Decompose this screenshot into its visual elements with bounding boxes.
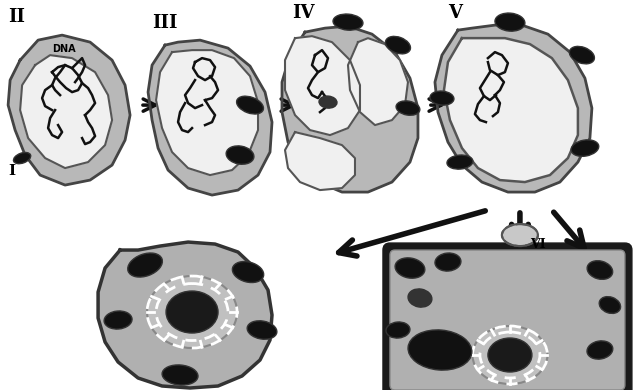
Polygon shape <box>285 132 355 190</box>
FancyBboxPatch shape <box>390 250 625 390</box>
Ellipse shape <box>127 253 162 277</box>
Ellipse shape <box>447 155 473 169</box>
Ellipse shape <box>162 365 198 385</box>
Ellipse shape <box>166 291 218 333</box>
Text: VI: VI <box>530 238 545 251</box>
Polygon shape <box>285 36 360 135</box>
Ellipse shape <box>587 341 613 359</box>
Text: IV: IV <box>292 4 314 22</box>
Ellipse shape <box>495 13 525 31</box>
Ellipse shape <box>147 276 237 348</box>
Ellipse shape <box>569 46 595 64</box>
Ellipse shape <box>472 326 547 384</box>
Polygon shape <box>348 38 408 125</box>
Polygon shape <box>148 40 272 195</box>
Ellipse shape <box>396 101 420 115</box>
Text: I: I <box>8 164 15 178</box>
Polygon shape <box>20 55 112 168</box>
Ellipse shape <box>488 338 532 372</box>
Ellipse shape <box>13 152 30 164</box>
Polygon shape <box>435 25 592 192</box>
Ellipse shape <box>435 253 461 271</box>
Ellipse shape <box>319 96 337 108</box>
Ellipse shape <box>247 321 277 339</box>
Ellipse shape <box>386 322 410 338</box>
Ellipse shape <box>430 91 454 105</box>
Ellipse shape <box>571 140 598 156</box>
Ellipse shape <box>587 261 612 279</box>
Ellipse shape <box>104 311 132 329</box>
Polygon shape <box>444 38 578 182</box>
Ellipse shape <box>226 146 254 164</box>
Ellipse shape <box>502 224 538 246</box>
Ellipse shape <box>333 14 363 30</box>
Text: DNA: DNA <box>52 44 75 54</box>
Ellipse shape <box>408 330 472 370</box>
FancyBboxPatch shape <box>383 243 632 390</box>
Ellipse shape <box>232 262 264 282</box>
Text: V: V <box>448 4 462 22</box>
Text: III: III <box>152 14 178 32</box>
Ellipse shape <box>236 96 264 114</box>
Polygon shape <box>8 35 130 185</box>
Polygon shape <box>282 26 418 192</box>
Text: II: II <box>8 8 25 26</box>
Ellipse shape <box>385 36 410 54</box>
Ellipse shape <box>395 258 425 278</box>
Polygon shape <box>98 242 272 388</box>
Ellipse shape <box>408 289 432 307</box>
Polygon shape <box>156 50 258 175</box>
Ellipse shape <box>599 297 621 314</box>
